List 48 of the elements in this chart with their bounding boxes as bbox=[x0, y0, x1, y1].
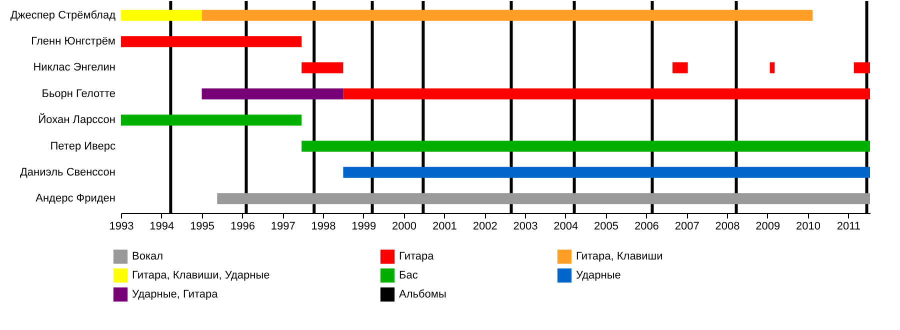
legend-label: Бас bbox=[399, 270, 418, 282]
x-tick-label: 2008 bbox=[715, 220, 740, 232]
bar bbox=[770, 62, 775, 74]
bar bbox=[854, 62, 870, 74]
x-tick-label: 2002 bbox=[472, 220, 498, 232]
x-tick-label: 2001 bbox=[432, 220, 457, 232]
bar bbox=[202, 88, 344, 100]
bar bbox=[343, 88, 870, 100]
x-tick-label: 2005 bbox=[594, 220, 619, 232]
bar bbox=[343, 166, 870, 178]
x-tick-label: 2003 bbox=[513, 220, 538, 232]
bar bbox=[302, 140, 870, 152]
legend-label: Ударные bbox=[576, 270, 621, 282]
bar bbox=[202, 10, 813, 21]
x-tick-label: 2011 bbox=[836, 220, 861, 232]
bar bbox=[217, 193, 870, 204]
x-tick-label: 2010 bbox=[796, 220, 821, 232]
y-tick-label: Бьорн Гелотте bbox=[42, 88, 116, 100]
bar bbox=[302, 62, 344, 74]
x-tick-label: 1995 bbox=[190, 220, 215, 232]
x-tick-label: 1996 bbox=[230, 220, 255, 232]
y-tick-label: Джеспер Стрёмблад bbox=[10, 9, 116, 22]
legend-label: Гитара bbox=[399, 250, 435, 263]
y-tick-label: Даниэль Свенссон bbox=[20, 166, 116, 178]
x-tick-label: 2007 bbox=[674, 220, 700, 232]
x-tick-label: 2004 bbox=[554, 220, 578, 232]
x-tick-label: 1999 bbox=[352, 220, 376, 232]
y-tick-label: Андерс Фриден bbox=[36, 192, 116, 205]
legend-label: Вокал bbox=[132, 250, 164, 263]
bar bbox=[121, 114, 302, 126]
y-tick-label: Йохан Ларссон bbox=[38, 113, 116, 126]
x-tick-label: 2000 bbox=[392, 220, 417, 232]
y-tick-label: Петер Иверс bbox=[50, 140, 116, 152]
legend-label: Гитара, Клавиши, Ударные bbox=[132, 270, 270, 282]
y-tick-label: Никлас Энгелин bbox=[33, 62, 116, 74]
bar bbox=[121, 10, 202, 21]
bar bbox=[672, 62, 688, 74]
y-tick-label: Гленн Юнгстрём bbox=[31, 36, 116, 48]
x-tick-label: 1998 bbox=[311, 220, 336, 232]
legend-label: Альбомы bbox=[399, 288, 446, 300]
x-tick-label: 1997 bbox=[270, 220, 296, 232]
legend-label: Гитара, Клавиши bbox=[576, 250, 663, 263]
x-tick-label: 1994 bbox=[150, 220, 174, 232]
bar bbox=[121, 36, 302, 48]
x-tick-label: 1993 bbox=[109, 220, 134, 232]
x-tick-label: 2006 bbox=[634, 220, 659, 232]
x-tick-label: 2009 bbox=[756, 220, 780, 232]
legend-label: Ударные, Гитара bbox=[132, 288, 219, 300]
